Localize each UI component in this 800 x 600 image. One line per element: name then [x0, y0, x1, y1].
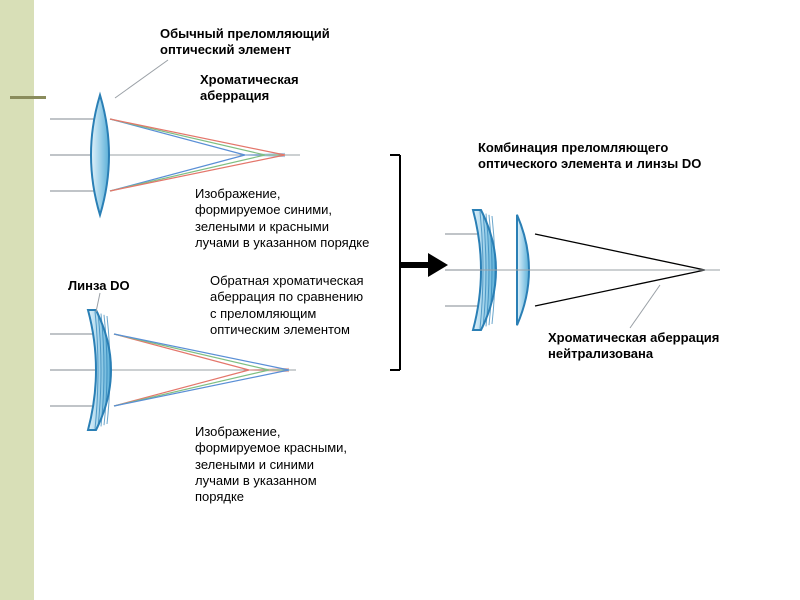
lbl-neutralized: Хроматическая аберрация нейтрализована [548, 330, 719, 363]
lbl-reverse-ab: Обратная хроматическая аберрация по срав… [210, 273, 364, 338]
lbl-top-element: Обычный преломляющий оптический элемент [160, 26, 330, 59]
lbl-chrom-ab: Хроматическая аберрация [200, 72, 299, 105]
lbl-image-bgr: Изображение, формируемое синими, зеленым… [195, 186, 369, 251]
lbl-image-rgb: Изображение, формируемое красными, зелен… [195, 424, 347, 505]
lbl-do-lens: Линза DO [68, 278, 130, 294]
lbl-combo-title: Комбинация преломляющего оптического эле… [478, 140, 701, 173]
optics-diagram [0, 0, 800, 600]
